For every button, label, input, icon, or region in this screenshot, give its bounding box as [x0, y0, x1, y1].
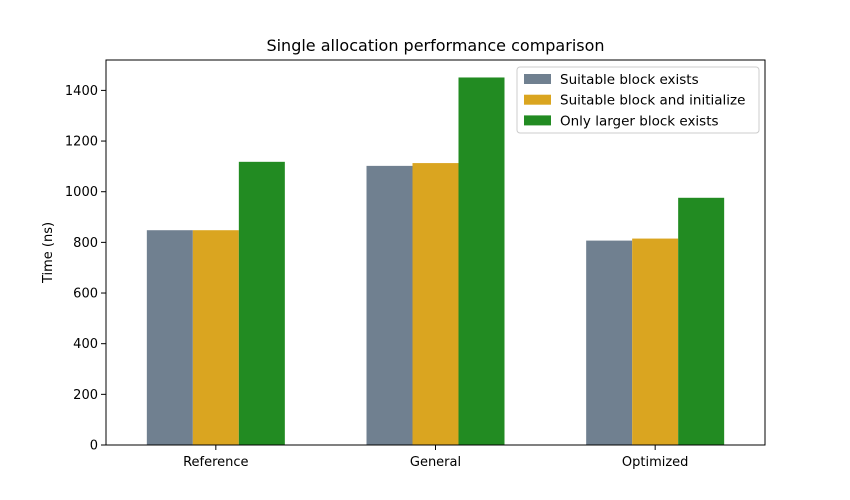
y-tick-label: 600	[73, 287, 98, 302]
bar-1-general	[366, 165, 413, 445]
x-axis: Reference General Optimized	[183, 445, 688, 470]
chart-title: Single allocation performance comparison	[266, 36, 604, 55]
y-tick-label: 0	[90, 439, 98, 454]
bar-2-reference	[192, 230, 239, 445]
y-tick-label: 1200	[65, 135, 98, 150]
legend: Suitable block exists Suitable block and …	[516, 66, 760, 134]
y-axis: 0 200 400 600 800 1000 1200 1400	[65, 84, 106, 454]
y-axis-label: Time (ns)	[41, 222, 56, 284]
bar-2-optimized	[632, 238, 679, 445]
bar-1-optimized	[586, 240, 633, 445]
y-tick-label: 200	[73, 388, 98, 403]
y-tick-label: 800	[73, 236, 98, 251]
y-tick-label: 1400	[65, 84, 98, 99]
y-tick-label: 1000	[65, 185, 98, 200]
legend-label: Suitable block exists	[560, 72, 699, 88]
bar-2-general	[412, 163, 459, 446]
x-tick-label: General	[410, 455, 461, 470]
legend-swatch	[524, 94, 551, 105]
legend-label: Only larger block exists	[560, 113, 719, 129]
legend-swatch	[524, 74, 551, 84]
bar-3-optimized	[678, 197, 725, 445]
bars-group	[146, 77, 725, 446]
legend-swatch	[524, 115, 551, 126]
legend-box	[516, 66, 760, 134]
x-tick-label: Reference	[183, 455, 248, 470]
y-tick-label: 400	[73, 337, 98, 352]
legend-label: Suitable block and initialize	[560, 93, 745, 109]
bar-3-general	[458, 77, 505, 445]
plot-frame	[105, 59, 766, 446]
x-tick-label: Optimized	[622, 455, 689, 470]
bar-1-reference	[146, 230, 193, 445]
bar-3-reference	[238, 161, 285, 445]
